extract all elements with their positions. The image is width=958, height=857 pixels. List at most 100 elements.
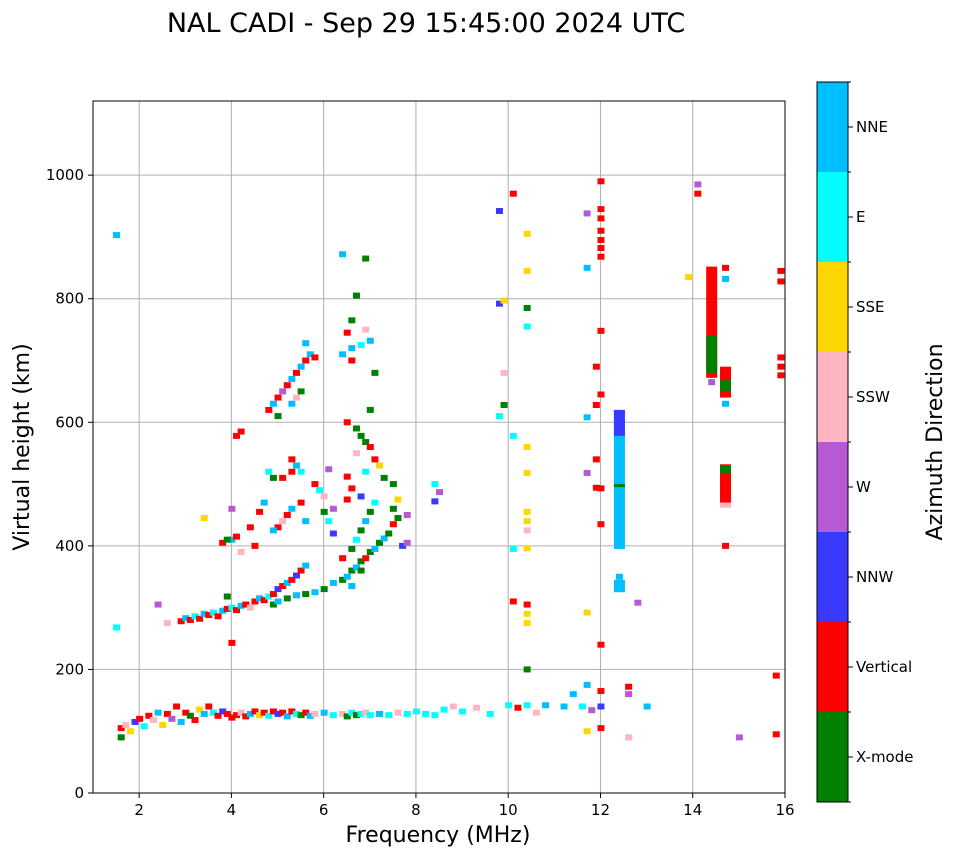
echo-point: [357, 558, 365, 565]
echo-point: [292, 710, 300, 717]
echo-point: [200, 710, 208, 717]
echo-point: [302, 518, 310, 525]
echo-point: [352, 425, 360, 432]
echo-point: [145, 712, 153, 719]
echo-point: [643, 703, 651, 710]
echo-point: [588, 707, 596, 714]
echo-point: [362, 439, 370, 446]
echo-point: [523, 469, 531, 476]
echo-point: [362, 518, 370, 525]
echo-point: [339, 251, 347, 258]
echo-point: [292, 592, 300, 599]
echo-point: [380, 474, 388, 481]
colorbar-tick-label: SSW: [856, 388, 890, 406]
echo-point: [389, 521, 397, 528]
echo-point: [352, 292, 360, 299]
echo-point: [339, 351, 347, 358]
echo-point: [366, 712, 374, 719]
echo-point: [385, 712, 393, 719]
echo-point: [412, 708, 420, 715]
colorbar-tick-label: NNW: [856, 568, 893, 586]
y-axis-ticks: 0 200 400 600 800 1000: [46, 166, 93, 802]
echo-point: [292, 394, 300, 401]
echo-point: [597, 703, 605, 710]
echo-column: [613, 579, 625, 593]
echo-point: [274, 710, 282, 717]
echo-point: [348, 583, 356, 590]
echo-point: [269, 708, 277, 715]
echo-point: [228, 639, 236, 646]
echo-point: [389, 481, 397, 488]
echo-point: [440, 706, 448, 713]
echo-point: [597, 485, 605, 492]
echo-point: [722, 264, 730, 271]
x-tick-label: 10: [499, 801, 518, 819]
echo-point: [343, 419, 351, 426]
echo-point: [772, 672, 780, 679]
colorbar-segment-ssw: [817, 352, 848, 442]
echo-point: [343, 573, 351, 580]
echo-point: [320, 493, 328, 500]
echo-point: [597, 215, 605, 222]
echo-point: [366, 549, 374, 556]
echo-point: [597, 688, 605, 695]
echo-point: [297, 388, 305, 395]
echo-point: [436, 489, 443, 496]
echo-point: [283, 595, 291, 602]
echo-point: [523, 304, 531, 311]
echo-point: [357, 493, 365, 500]
echo-point: [583, 414, 591, 421]
echo-point: [279, 583, 287, 590]
echo-point: [297, 468, 305, 475]
colorbar-tick-label: NNE: [856, 118, 888, 136]
echo-point: [219, 539, 227, 546]
echo-point: [219, 607, 227, 614]
echo-point: [233, 712, 241, 719]
echo-point: [597, 725, 605, 732]
echo-point: [357, 342, 365, 349]
echo-column: [720, 380, 732, 392]
echo-point: [376, 539, 384, 546]
echo-point: [196, 706, 204, 713]
colorbar-label: Azimuth Direction: [923, 343, 948, 540]
echo-point: [339, 710, 347, 717]
echo-point: [343, 329, 351, 336]
echo-point: [122, 722, 130, 729]
echo-point: [140, 723, 148, 730]
echo-column: [706, 266, 718, 378]
echo-point: [366, 444, 374, 450]
echo-point: [274, 598, 282, 605]
echo-column: [613, 409, 625, 549]
echo-point: [205, 703, 213, 710]
echo-point: [495, 207, 503, 214]
echo-point: [292, 572, 300, 579]
echo-point: [357, 567, 365, 574]
echo-point: [385, 530, 393, 537]
echo-point: [117, 725, 125, 732]
echo-point: [509, 545, 517, 552]
echo-point: [182, 615, 190, 622]
echo-point: [509, 190, 517, 197]
echo-point: [163, 710, 171, 717]
echo-point: [371, 456, 379, 463]
echo-point: [366, 508, 374, 515]
echo-point: [325, 466, 333, 473]
echo-point: [269, 601, 277, 608]
echo-point: [237, 428, 245, 435]
echo-point: [431, 481, 439, 488]
echo-point: [279, 474, 287, 481]
echo-point: [362, 468, 370, 475]
echo-point: [242, 713, 250, 720]
echo-point: [191, 717, 199, 724]
echo-point: [292, 369, 300, 376]
echo-point: [329, 712, 337, 719]
echo-point: [523, 620, 531, 627]
echo-point: [265, 712, 273, 719]
echo-point: [237, 709, 245, 716]
echo-point: [269, 527, 277, 534]
colorbar-segment-x-mode: [817, 712, 848, 802]
colorbar-ticks: X-mode Vertical NNW W SSW SSE E NNE: [848, 81, 913, 803]
echo-point: [320, 586, 328, 593]
echo-point: [523, 230, 531, 237]
echo-point: [348, 545, 356, 552]
